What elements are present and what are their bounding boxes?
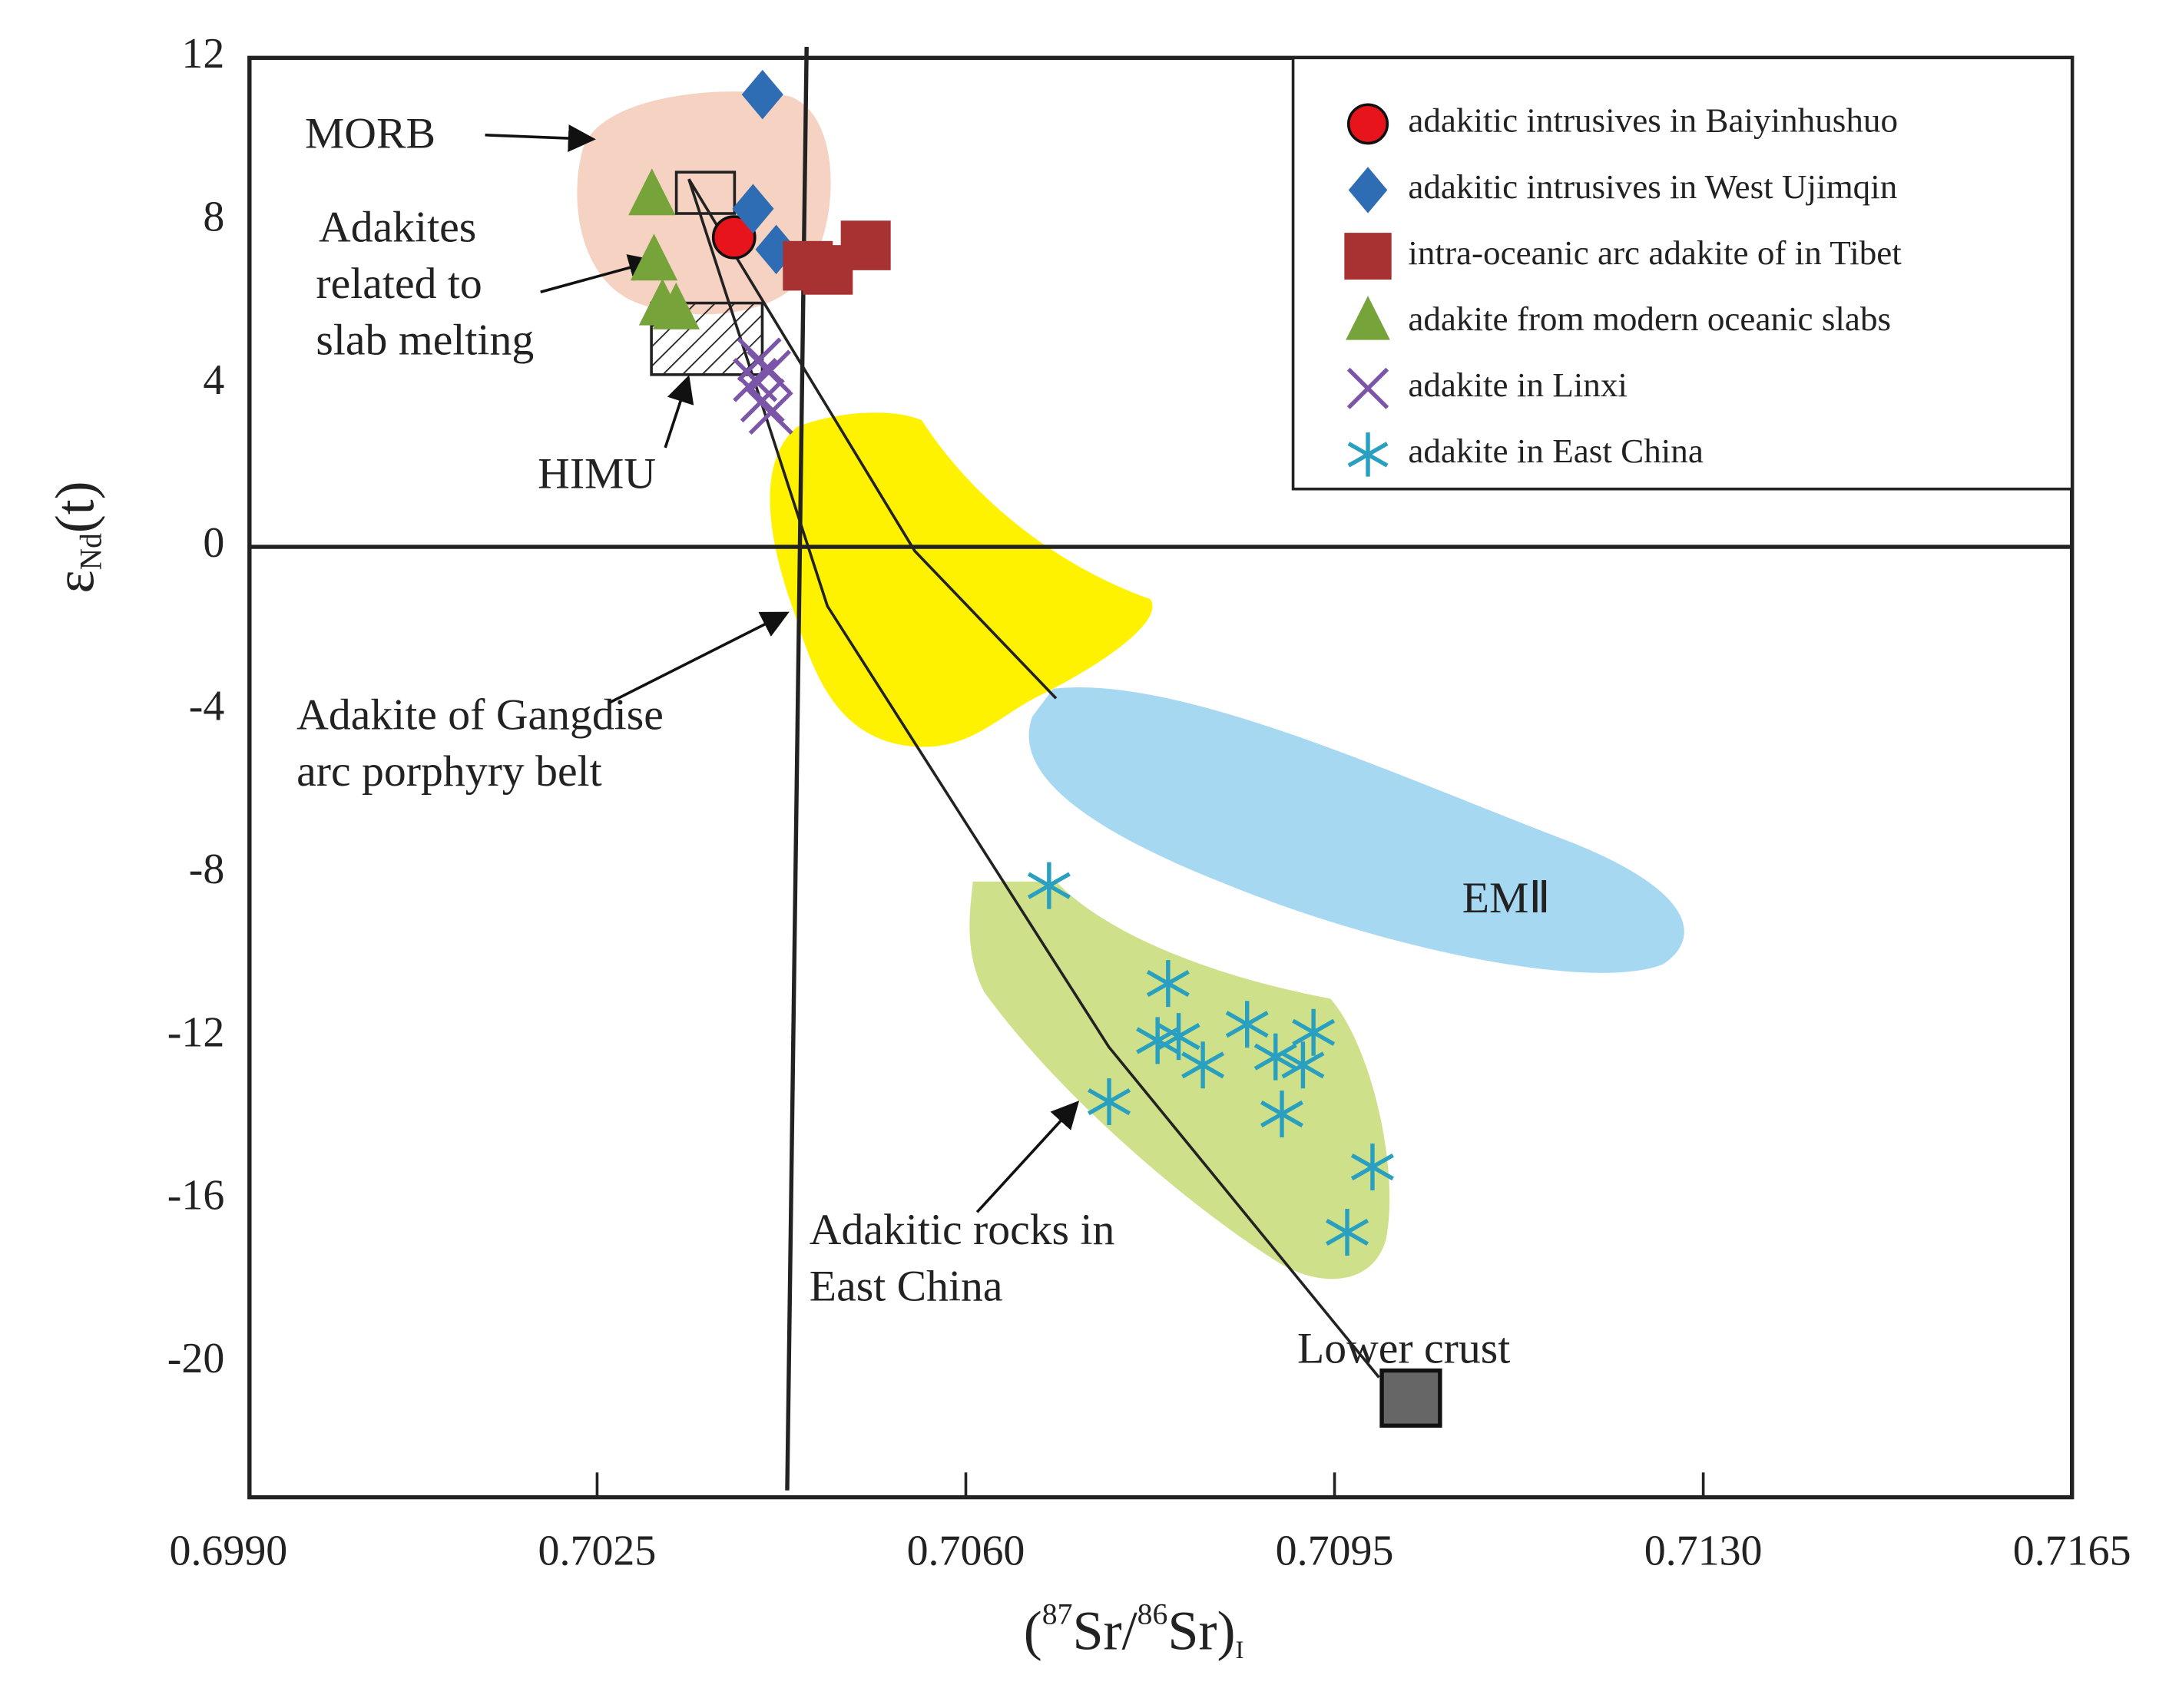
point [840,220,891,270]
legend-marker [1346,103,1389,145]
y-tick-label: -8 [189,846,225,893]
mixing-line [687,178,1380,1379]
point [741,69,783,120]
annotation: Adakite of Gangdise [296,691,664,740]
legend-label: adakite in Linxi [1408,366,1628,404]
point [1027,862,1071,909]
point [1146,960,1190,1008]
y-tick-label: -20 [167,1335,225,1382]
plot-frame [247,55,2075,1500]
point [1292,1008,1336,1056]
point [1225,1001,1269,1048]
x-tick-label: 0.7165 [2013,1528,2131,1575]
annotation: arc porphyry belt [296,747,601,796]
point [1281,1041,1325,1089]
point [748,390,793,435]
point [1181,1041,1225,1089]
y-tick-label: -12 [167,1009,225,1057]
y-tick-label: 0 [203,519,224,567]
legend-marker [1346,296,1390,340]
y-tick-label: 12 [181,30,224,78]
point [1350,1144,1394,1191]
legend-label: adakite in East China [1408,432,1704,470]
x-axis-label: (87Sr/86Sr)I [1024,1597,1244,1665]
point [747,349,791,394]
morb-box [674,170,737,215]
point [1325,1208,1369,1256]
point [732,184,774,234]
y-tick-label: -4 [189,683,225,730]
point [652,282,700,329]
y-tick-label: 8 [203,194,224,241]
mixing-line [687,178,1058,700]
emii-field [1028,687,1684,973]
y-tick-label: 4 [203,356,224,404]
annotation: Adakitic rocks in [810,1206,1115,1254]
annotation: EMⅡ [1462,874,1551,922]
x-tick-label: 0.7060 [907,1528,1025,1575]
legend-box [1291,56,2074,491]
point [1260,1091,1304,1137]
legend-label: adakitic intrusives in Baiyinhushuo [1408,101,1898,140]
x-tick-label: 0.7130 [1644,1528,1763,1575]
point [1253,1033,1297,1081]
annotation: MORB [305,110,435,158]
y-axis-label: εNd(t) [44,481,108,593]
legend-label: adakitic intrusives in West Ujimqin [1408,167,1897,206]
lower-crust-box [1379,1368,1442,1428]
x-tick-label: 0.6990 [169,1528,287,1575]
point [740,378,785,423]
point [1087,1078,1131,1126]
legend-label: adakite from modern oceanic slabs [1408,300,1891,338]
legend-marker [1344,233,1392,280]
point [711,215,757,260]
point [1157,1013,1200,1061]
annotation: related to [316,260,482,308]
legend-marker [1346,367,1389,409]
point [628,168,676,216]
annotation: East China [810,1263,1003,1311]
legend-marker [1347,432,1389,477]
annotation: Lower crust [1297,1325,1510,1373]
x-tick-label: 0.7095 [1276,1528,1394,1575]
annotation: Adakites [319,204,476,252]
legend-label: intra-oceanic arc adakite of in Tibet [1408,233,1902,272]
annotation: slab melting [316,316,534,365]
east-china-field [969,881,1390,1279]
annotation: HIMU [538,450,656,498]
y-tick-label: -16 [167,1172,225,1220]
x-tick-label: 0.7025 [538,1528,657,1575]
point [630,233,678,281]
arrows [485,124,1080,1213]
